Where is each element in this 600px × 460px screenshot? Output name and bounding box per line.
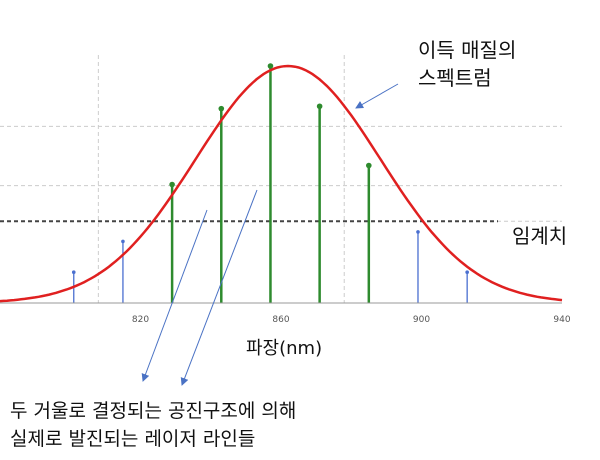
annotation-line1: 두 거울로 결정되는 공진구조에 의해 bbox=[10, 400, 297, 422]
threshold-label: 임계치 bbox=[512, 224, 568, 248]
mode-tip-dot bbox=[267, 63, 274, 69]
mode-tip-dot bbox=[366, 162, 372, 169]
mode-tip-dot bbox=[316, 103, 323, 110]
mode-tip-dot bbox=[169, 181, 175, 188]
mode-tip-dot bbox=[416, 230, 420, 234]
x-axis-title: 파장(nm) bbox=[246, 338, 323, 359]
x-tick-label: 860 bbox=[272, 315, 289, 325]
gain-spectrum-curve bbox=[0, 64, 563, 303]
x-axis-ticks: 820 860 900 940 bbox=[132, 315, 571, 325]
annotation-arrow-2 bbox=[180, 189, 258, 386]
mode-tip-dot bbox=[71, 270, 76, 274]
annotation-line2: 실제로 발진되는 레이저 라인들 bbox=[10, 428, 256, 450]
spectrum-label-line1: 이득 매질의 bbox=[418, 38, 517, 62]
mode-tip-dot bbox=[465, 270, 469, 274]
x-tick-label: 900 bbox=[413, 315, 430, 325]
x-tick-label: 820 bbox=[132, 315, 149, 325]
spectrum-arrow bbox=[355, 83, 399, 109]
annotation-arrow-1 bbox=[141, 209, 208, 382]
laser-mode-lines bbox=[71, 63, 469, 303]
mode-tip-dot bbox=[121, 239, 125, 244]
x-tick-label: 940 bbox=[553, 315, 570, 325]
grid-lines bbox=[0, 55, 562, 303]
spectrum-label-line2: 스펙트럼 bbox=[418, 66, 492, 90]
mode-tip-dot bbox=[218, 105, 225, 112]
